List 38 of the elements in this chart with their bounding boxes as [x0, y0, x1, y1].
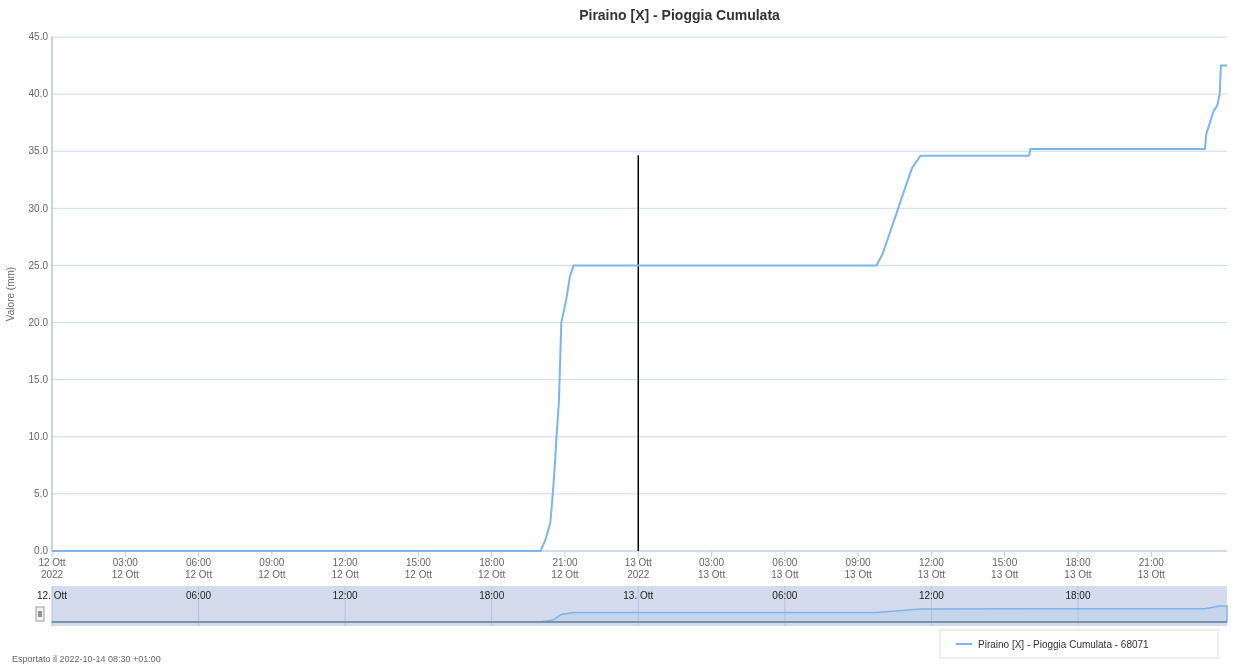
legend-label: Piraino [X] - Pioggia Cumulata - 68071: [978, 639, 1150, 650]
y-tick-label: 20.0: [28, 316, 49, 328]
x-tick-label: 12:00 12 Ott: [331, 557, 359, 581]
x-tick-label: 12:00: [918, 590, 945, 601]
x-tick-label: 06:00: [772, 590, 798, 601]
chart-title: Piraino [X] - Pioggia Cumulata: [579, 7, 781, 23]
x-tick-label: 18:00: [479, 590, 505, 601]
y-tick-label: 40.0: [28, 88, 49, 100]
y-tick-label: 5.0: [34, 488, 49, 500]
x-tick-label: 09:00 12 Ott: [258, 557, 286, 581]
x-tick-label: 15:00 13 Ott: [991, 557, 1019, 581]
y-tick-label: 45.0: [28, 31, 49, 43]
x-tick-label: 21:00 12 Ott: [551, 557, 579, 581]
x-tick-label: 03:00 12 Ott: [111, 557, 140, 581]
x-tick-label: 21:00 13 Ott: [1137, 557, 1166, 581]
y-tick-label: 0.0: [34, 545, 49, 557]
x-tick-label: 13. Ott: [623, 590, 654, 601]
x-tick-label: 12 Ott 2022: [38, 557, 66, 581]
x-tick-label: 18:00 12 Ott: [478, 557, 506, 581]
y-tick-label: 10.0: [28, 430, 49, 442]
x-tick-label: 18:00: [1065, 590, 1091, 601]
x-tick-label: 06:00 13 Ott: [771, 557, 799, 581]
y-axis-title: Valore (mm): [5, 266, 16, 322]
x-tick-label: 12:00 13 Ott: [917, 557, 946, 581]
y-tick-label: 25.0: [28, 259, 49, 271]
x-tick-label: 18:00 13 Ott: [1064, 557, 1092, 581]
x-tick-label: 12. Ott: [36, 590, 68, 601]
text: Esportato il 2022-10-14 08:30 +01:00: [12, 654, 161, 664]
x-tick-label: 15:00 12 Ott: [404, 557, 433, 581]
x-tick-label: 03:00 13 Ott: [697, 557, 726, 581]
x-tick-label: 12:00: [332, 590, 359, 601]
x-tick-label: 13 Ott 2022: [624, 557, 653, 581]
x-tick-label: 06:00 12 Ott: [184, 557, 213, 581]
y-tick-label: 30.0: [28, 202, 49, 214]
y-tick-label: 15.0: [28, 373, 49, 385]
x-tick-label: 09:00 13 Ott: [844, 557, 872, 581]
x-tick-label: 06:00: [186, 590, 212, 601]
y-tick-label: 35.0: [28, 145, 49, 157]
